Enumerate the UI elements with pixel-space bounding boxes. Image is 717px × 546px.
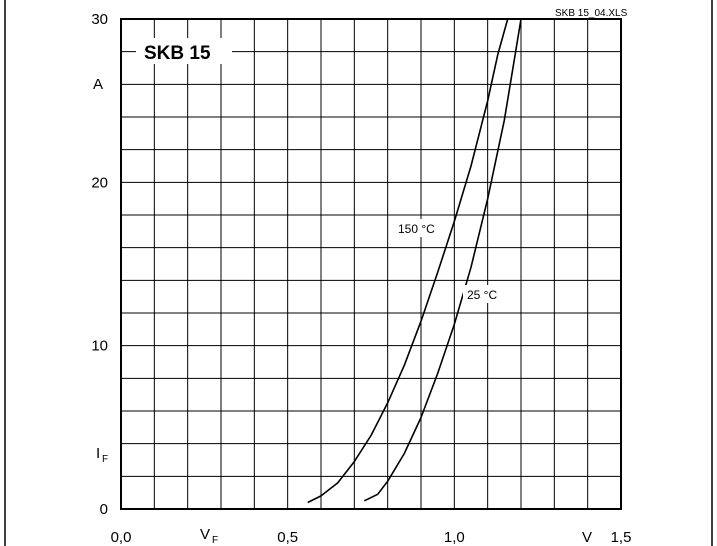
- x-axis-symbol-subscript: F: [212, 535, 218, 546]
- chart-title: SKB 15: [144, 43, 211, 64]
- curves: [307, 18, 522, 504]
- x-tick-label: 1,0: [444, 529, 465, 546]
- annotation-25: 25 °C: [467, 288, 497, 302]
- y-axis-symbol-subscript: F: [102, 454, 108, 465]
- y-tick-labels: 0 10 20 30: [91, 11, 108, 518]
- x-axis-unit: V: [582, 529, 592, 546]
- series-line-0: [307, 18, 509, 504]
- y-tick-label: 0: [100, 501, 108, 518]
- x-tick-label: 1,5: [611, 529, 632, 546]
- series-line-1: [363, 18, 522, 502]
- annotation-150: 150 °C: [398, 222, 435, 236]
- annotation-25-bg: [463, 285, 509, 303]
- annotation-150-bg: [394, 219, 448, 237]
- grid: [121, 19, 621, 509]
- y-tick-label: 30: [91, 11, 108, 28]
- y-axis-unit: A: [93, 76, 103, 93]
- x-tick-label: 0,0: [111, 529, 132, 546]
- x-tick-label: 0,5: [277, 529, 298, 546]
- y-tick-label: 10: [91, 338, 108, 355]
- title-box: [136, 38, 232, 64]
- file-label: SKB 15_04.XLS: [555, 8, 628, 19]
- y-tick-label: 20: [91, 174, 108, 191]
- y-axis-symbol: I: [96, 445, 100, 462]
- plot-area-border: [120, 18, 622, 510]
- x-axis-symbol: V: [200, 526, 210, 543]
- x-tick-labels: 0,0 0,5 1,0 1,5: [111, 529, 632, 546]
